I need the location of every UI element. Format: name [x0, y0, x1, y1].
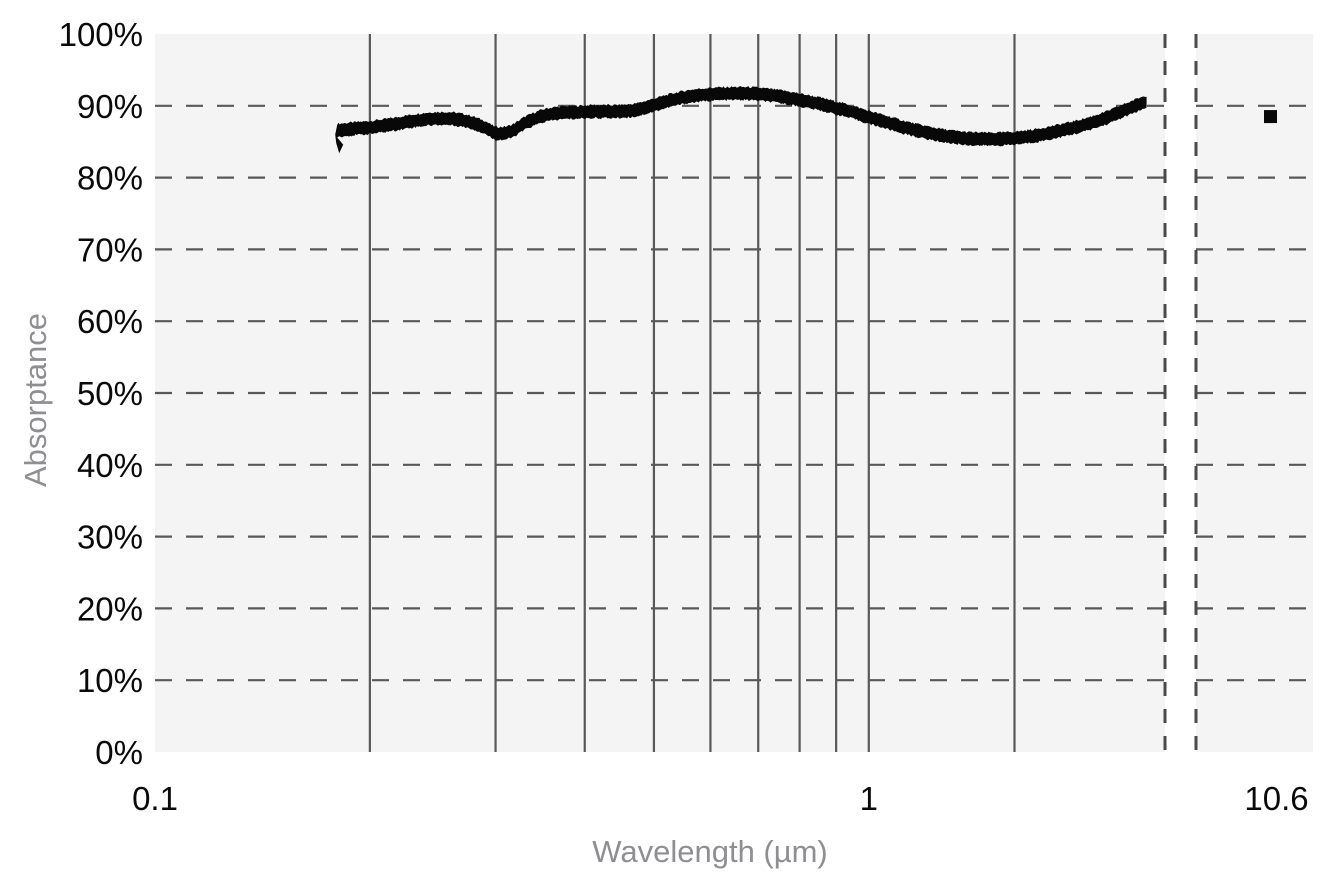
- vertical-gridlines: [368, 34, 1016, 752]
- y-axis-title: Absorptance: [18, 313, 53, 487]
- y-tick-20%: 20%: [77, 590, 143, 627]
- y-tick-80%: 80%: [77, 160, 143, 197]
- x-axis-tick-labels: 0.1 1 10.6: [132, 780, 1309, 817]
- axis-break-lines: [1163, 34, 1198, 752]
- x-tick-10.6: 10.6: [1244, 780, 1308, 817]
- horizontal-gridlines: [155, 104, 1313, 682]
- y-tick-30%: 30%: [77, 519, 143, 556]
- x-tick-0.1: 0.1: [132, 780, 178, 817]
- y-tick-90%: 90%: [77, 88, 143, 125]
- y-tick-50%: 50%: [77, 375, 143, 412]
- y-tick-40%: 40%: [77, 447, 143, 484]
- y-tick-0%: 0%: [95, 734, 143, 771]
- y-axis-tick-labels: 0% 10% 20% 30% 40% 50% 60% 70% 80% 90% 100%: [59, 16, 143, 771]
- x-tick-1: 1: [860, 780, 878, 817]
- x-axis-title: Wavelength (µm): [592, 834, 828, 869]
- y-tick-60%: 60%: [77, 303, 143, 340]
- spectrum-trace: [335, 86, 1147, 154]
- y-tick-100%: 100%: [59, 16, 143, 53]
- y-tick-70%: 70%: [77, 231, 143, 268]
- data-point-10p6um: [1264, 110, 1277, 124]
- y-tick-10%: 10%: [77, 662, 143, 699]
